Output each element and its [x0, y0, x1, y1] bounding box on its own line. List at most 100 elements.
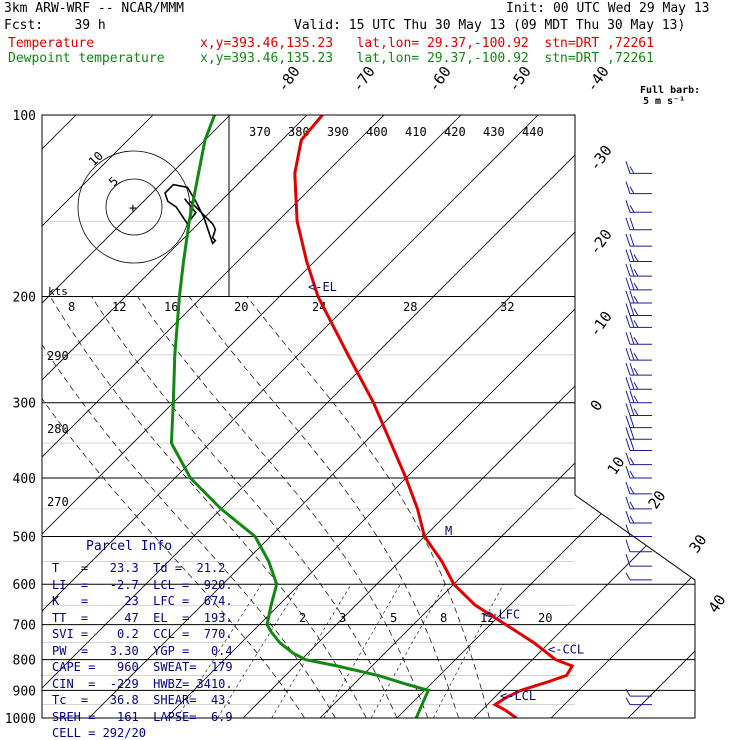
wind-barb	[625, 697, 652, 706]
wind-barb	[625, 263, 652, 277]
wind-barb	[625, 452, 652, 466]
isotherm-label-30: 30	[686, 531, 711, 556]
parcel-info-row: CAPE = 960 SWEAT= 179	[52, 660, 233, 674]
wind-barb	[625, 290, 652, 304]
hodograph-origin: +	[129, 201, 137, 216]
parcel-info-row: SREH = 161 LAPSE= 6.9	[52, 709, 233, 724]
isotherm-label--50: -50	[505, 63, 535, 96]
theta-label-390: 390	[327, 125, 349, 139]
mixing-low-label-3: 3	[339, 611, 346, 625]
pressure-label-1000: 1000	[5, 712, 36, 727]
wind-barbs	[625, 161, 652, 706]
wind-barb	[625, 688, 652, 697]
pressure-label-600: 600	[13, 578, 36, 593]
skewt-background-lines	[42, 115, 695, 718]
isotherm-30	[473, 115, 695, 718]
annotation-el: <-EL	[308, 280, 337, 294]
isotherm-label-10: 10	[604, 453, 629, 478]
annotation-ccl: <-CCL	[548, 643, 584, 657]
temperature-location: x,y=393.46,135.23 lat,lon= 29.37,-100.92…	[200, 36, 654, 51]
mixing-top-label-16: 16	[164, 300, 178, 314]
theta-label-440: 440	[522, 125, 544, 139]
moist-adiabat-8	[42, 296, 305, 718]
parcel-annotations: <-EL <-LFC <-CCL <-LCL M	[308, 280, 584, 703]
wind-barb	[625, 377, 652, 390]
forecast-hour: Fcst: 39 h	[4, 18, 106, 33]
parcel-info-panel: Parcel Info T = 23.3 Td = 21.2 LI = -2.7 …	[48, 537, 248, 740]
sounding-profiles	[169, 115, 575, 718]
pressure-label-100: 100	[13, 109, 36, 124]
dewpoint-legend: Dewpoint temperature	[8, 51, 165, 66]
isotherm-0	[242, 115, 695, 718]
annotation-lcl: <-LCL	[500, 689, 536, 703]
theta-left-label-270: 270	[47, 495, 69, 509]
mixing-top-label-20: 20	[234, 300, 248, 314]
moist-adiabat-12	[42, 296, 336, 718]
wind-barb	[625, 390, 652, 404]
temperature-legend: Temperature	[8, 36, 95, 51]
parcel-info-row: LI = -2.7 LCL = 920.	[52, 577, 233, 592]
wind-barb	[625, 332, 652, 345]
isotherm--30	[42, 115, 616, 718]
mixing-top-label-28: 28	[403, 300, 417, 314]
parcel-info-row: T = 23.3 Td = 21.2	[52, 561, 226, 575]
wind-barb	[625, 438, 652, 451]
wind-barb	[625, 510, 652, 524]
barb-legend-line2: 5 m s⁻¹	[643, 96, 685, 107]
wind-barb	[625, 315, 652, 328]
isotherm-label--80: -80	[274, 63, 304, 96]
pressure-label-200: 200	[13, 291, 36, 306]
init-time: Init: 00 UTC Wed 29 May 13	[506, 1, 710, 16]
wind-barb	[625, 539, 652, 553]
model-title: 3km ARW-WRF -- NCAR/MMM	[4, 1, 185, 16]
wind-barb	[625, 481, 652, 495]
theta-label-400: 400	[366, 125, 388, 139]
parcel-info-row: CELL = 292/20	[52, 726, 146, 740]
isotherm-label--10: -10	[586, 308, 616, 341]
isotherm--40	[42, 115, 539, 718]
pressure-label-800: 800	[13, 654, 36, 669]
wind-barb	[625, 427, 652, 440]
theta-left-label-290: 290	[47, 349, 69, 363]
isotherm-label--70: -70	[349, 63, 379, 96]
isotherm-label--30: -30	[586, 142, 616, 175]
mixing-low-label-8: 8	[440, 611, 447, 625]
hodograph-ring-20	[77, 150, 191, 264]
mixing-low-label-5: 5	[390, 611, 397, 625]
wind-barb	[625, 233, 652, 247]
dewpoint-location: x,y=393.46,135.23 lat,lon= 29.37,-100.92…	[200, 51, 654, 66]
mixing-ratio-20	[433, 584, 504, 718]
wind-barb	[625, 161, 652, 174]
parcel-info-row: Tc = 36.8 SHEAR= 43.	[52, 693, 233, 707]
plot-frame	[41, 114, 696, 719]
pressure-label-500: 500	[13, 530, 36, 545]
isotherm-20	[396, 115, 695, 718]
mixing-ratio-5	[271, 584, 352, 718]
moist-adiabat-16	[49, 296, 367, 718]
theta-label-420: 420	[444, 125, 466, 139]
pressure-label-400: 400	[13, 472, 36, 487]
wind-barb	[625, 362, 652, 376]
isotherm--70	[42, 115, 308, 718]
moist-adiabat-20	[91, 296, 398, 718]
dewpoint-line	[169, 115, 431, 718]
parcel-info-row: SVI = 0.2 CCL = 770.	[52, 627, 233, 641]
temperature-line	[293, 115, 575, 718]
isotherm--60	[42, 115, 385, 718]
parcel-info-row: PW = 3.30 YGP = 0.4	[52, 643, 233, 658]
moist-adiabat-32	[246, 296, 490, 718]
isotherm-40	[550, 115, 695, 718]
mixing-ratio-12	[370, 584, 446, 718]
mixing-top-label-32: 32	[500, 300, 514, 314]
hodograph-trace	[164, 183, 217, 245]
wind-barb	[625, 524, 652, 537]
wind-barb	[625, 553, 652, 567]
wind-barb	[625, 496, 652, 510]
hodograph-ring-label-10: 10	[86, 149, 106, 169]
mixing-top-label-12: 12	[112, 300, 126, 314]
pressure-label-300: 300	[13, 397, 36, 412]
wind-barb	[625, 403, 652, 416]
theta-label-370: 370	[249, 125, 271, 139]
